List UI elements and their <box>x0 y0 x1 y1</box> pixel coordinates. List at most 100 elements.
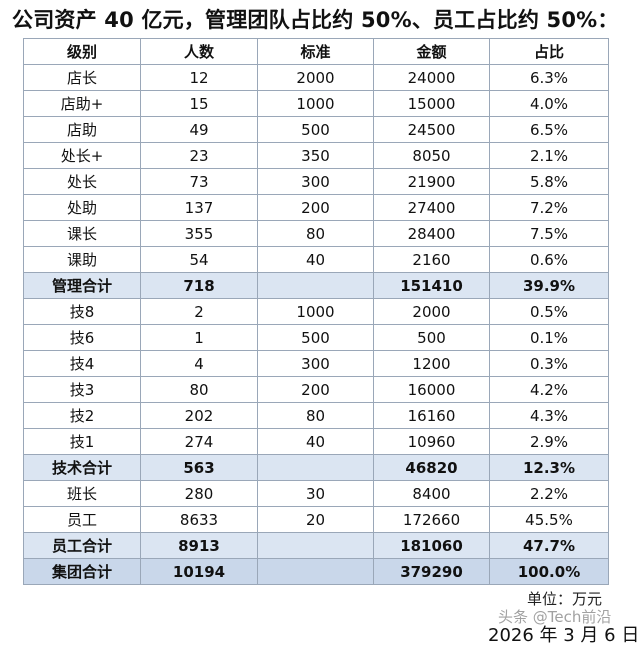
level-cell: 班长 <box>23 480 141 507</box>
amount-cell: 172660 <box>373 506 490 533</box>
level-cell: 处助 <box>23 194 141 221</box>
share-cell: 39.9% <box>489 272 609 299</box>
amount-cell: 46820 <box>373 454 490 481</box>
amount-cell: 1200 <box>373 350 490 377</box>
standard-cell: 200 <box>257 194 374 221</box>
standard-cell <box>257 532 374 559</box>
level-cell: 技4 <box>23 350 141 377</box>
amount-cell: 27400 <box>373 194 490 221</box>
date-stamp: 2026 年 3 月 6 日 <box>488 625 640 646</box>
level-cell: 技2 <box>23 402 141 429</box>
subtotal-row: 管理合计 718 151410 39.9% <box>23 272 609 299</box>
amount-cell: 24000 <box>373 64 490 91</box>
amount-cell: 2160 <box>373 246 490 273</box>
share-cell: 2.2% <box>489 480 609 507</box>
count-cell: 15 <box>140 90 258 117</box>
share-cell: 4.3% <box>489 402 609 429</box>
table-row: 店长 12 2000 24000 6.3% <box>23 64 609 91</box>
standard-cell: 80 <box>257 220 374 247</box>
table-row: 店助 49 500 24500 6.5% <box>23 116 609 143</box>
table-row: 技1 274 40 10960 2.9% <box>23 428 609 455</box>
col-header-level: 级别 <box>23 38 141 65</box>
share-cell: 7.2% <box>489 194 609 221</box>
table-row: 班长 280 30 8400 2.2% <box>23 480 609 507</box>
share-cell: 5.8% <box>489 168 609 195</box>
standard-cell <box>257 454 374 481</box>
share-cell: 2.1% <box>489 142 609 169</box>
share-cell: 6.5% <box>489 116 609 143</box>
standard-cell: 350 <box>257 142 374 169</box>
standard-cell: 200 <box>257 376 374 403</box>
amount-cell: 181060 <box>373 532 490 559</box>
subtotal-row: 员工合计 8913 181060 47.7% <box>23 532 609 559</box>
level-cell: 课长 <box>23 220 141 247</box>
amount-cell: 8050 <box>373 142 490 169</box>
standard-cell: 1000 <box>257 298 374 325</box>
table-row: 课助 54 40 2160 0.6% <box>23 246 609 273</box>
amount-cell: 8400 <box>373 480 490 507</box>
amount-cell: 28400 <box>373 220 490 247</box>
watermark: 头条 @Tech前沿 <box>498 608 612 626</box>
standard-cell <box>257 272 374 299</box>
count-cell: 10194 <box>140 558 258 585</box>
table-row: 处长+ 23 350 8050 2.1% <box>23 142 609 169</box>
share-cell: 0.5% <box>489 298 609 325</box>
share-cell: 4.0% <box>489 90 609 117</box>
level-cell: 处长+ <box>23 142 141 169</box>
subtotal-row: 技术合计 563 46820 12.3% <box>23 454 609 481</box>
table-body: 店长 12 2000 24000 6.3% 店助+ 15 1000 15000 4.0% 店助 49 5… <box>23 64 609 585</box>
table-row: 技8 2 1000 2000 0.5% <box>23 298 609 325</box>
level-cell: 集团合计 <box>23 558 141 585</box>
share-cell: 45.5% <box>489 506 609 533</box>
standard-cell: 300 <box>257 168 374 195</box>
standard-cell: 40 <box>257 428 374 455</box>
count-cell: 274 <box>140 428 258 455</box>
share-cell: 4.2% <box>489 376 609 403</box>
col-header-count: 人数 <box>140 38 258 65</box>
standard-cell: 30 <box>257 480 374 507</box>
level-cell: 技8 <box>23 298 141 325</box>
amount-cell: 15000 <box>373 90 490 117</box>
col-header-standard: 标准 <box>257 38 374 65</box>
amount-cell: 151410 <box>373 272 490 299</box>
grand-total-row: 集团合计 10194 379290 100.0% <box>23 558 609 585</box>
level-cell: 技1 <box>23 428 141 455</box>
standard-cell <box>257 558 374 585</box>
amount-cell: 16000 <box>373 376 490 403</box>
count-cell: 54 <box>140 246 258 273</box>
share-cell: 12.3% <box>489 454 609 481</box>
level-cell: 店助+ <box>23 90 141 117</box>
count-cell: 137 <box>140 194 258 221</box>
table-row: 处助 137 200 27400 7.2% <box>23 194 609 221</box>
level-cell: 店助 <box>23 116 141 143</box>
col-header-amount: 金额 <box>373 38 490 65</box>
amount-cell: 10960 <box>373 428 490 455</box>
share-cell: 47.7% <box>489 532 609 559</box>
standard-cell: 500 <box>257 324 374 351</box>
amount-cell: 500 <box>373 324 490 351</box>
table-row: 技4 4 300 1200 0.3% <box>23 350 609 377</box>
share-cell: 7.5% <box>489 220 609 247</box>
standard-cell: 40 <box>257 246 374 273</box>
count-cell: 355 <box>140 220 258 247</box>
count-cell: 80 <box>140 376 258 403</box>
count-cell: 718 <box>140 272 258 299</box>
count-cell: 563 <box>140 454 258 481</box>
count-cell: 8913 <box>140 532 258 559</box>
level-cell: 技6 <box>23 324 141 351</box>
amount-cell: 2000 <box>373 298 490 325</box>
standard-cell: 1000 <box>257 90 374 117</box>
share-cell: 2.9% <box>489 428 609 455</box>
share-cell: 6.3% <box>489 64 609 91</box>
count-cell: 49 <box>140 116 258 143</box>
count-cell: 12 <box>140 64 258 91</box>
count-cell: 73 <box>140 168 258 195</box>
standard-cell: 20 <box>257 506 374 533</box>
level-cell: 员工合计 <box>23 532 141 559</box>
table-row: 员工 8633 20 172660 45.5% <box>23 506 609 533</box>
count-cell: 23 <box>140 142 258 169</box>
header-row: 级别 人数 标准 金额 占比 <box>23 38 609 65</box>
count-cell: 2 <box>140 298 258 325</box>
amount-cell: 24500 <box>373 116 490 143</box>
count-cell: 8633 <box>140 506 258 533</box>
